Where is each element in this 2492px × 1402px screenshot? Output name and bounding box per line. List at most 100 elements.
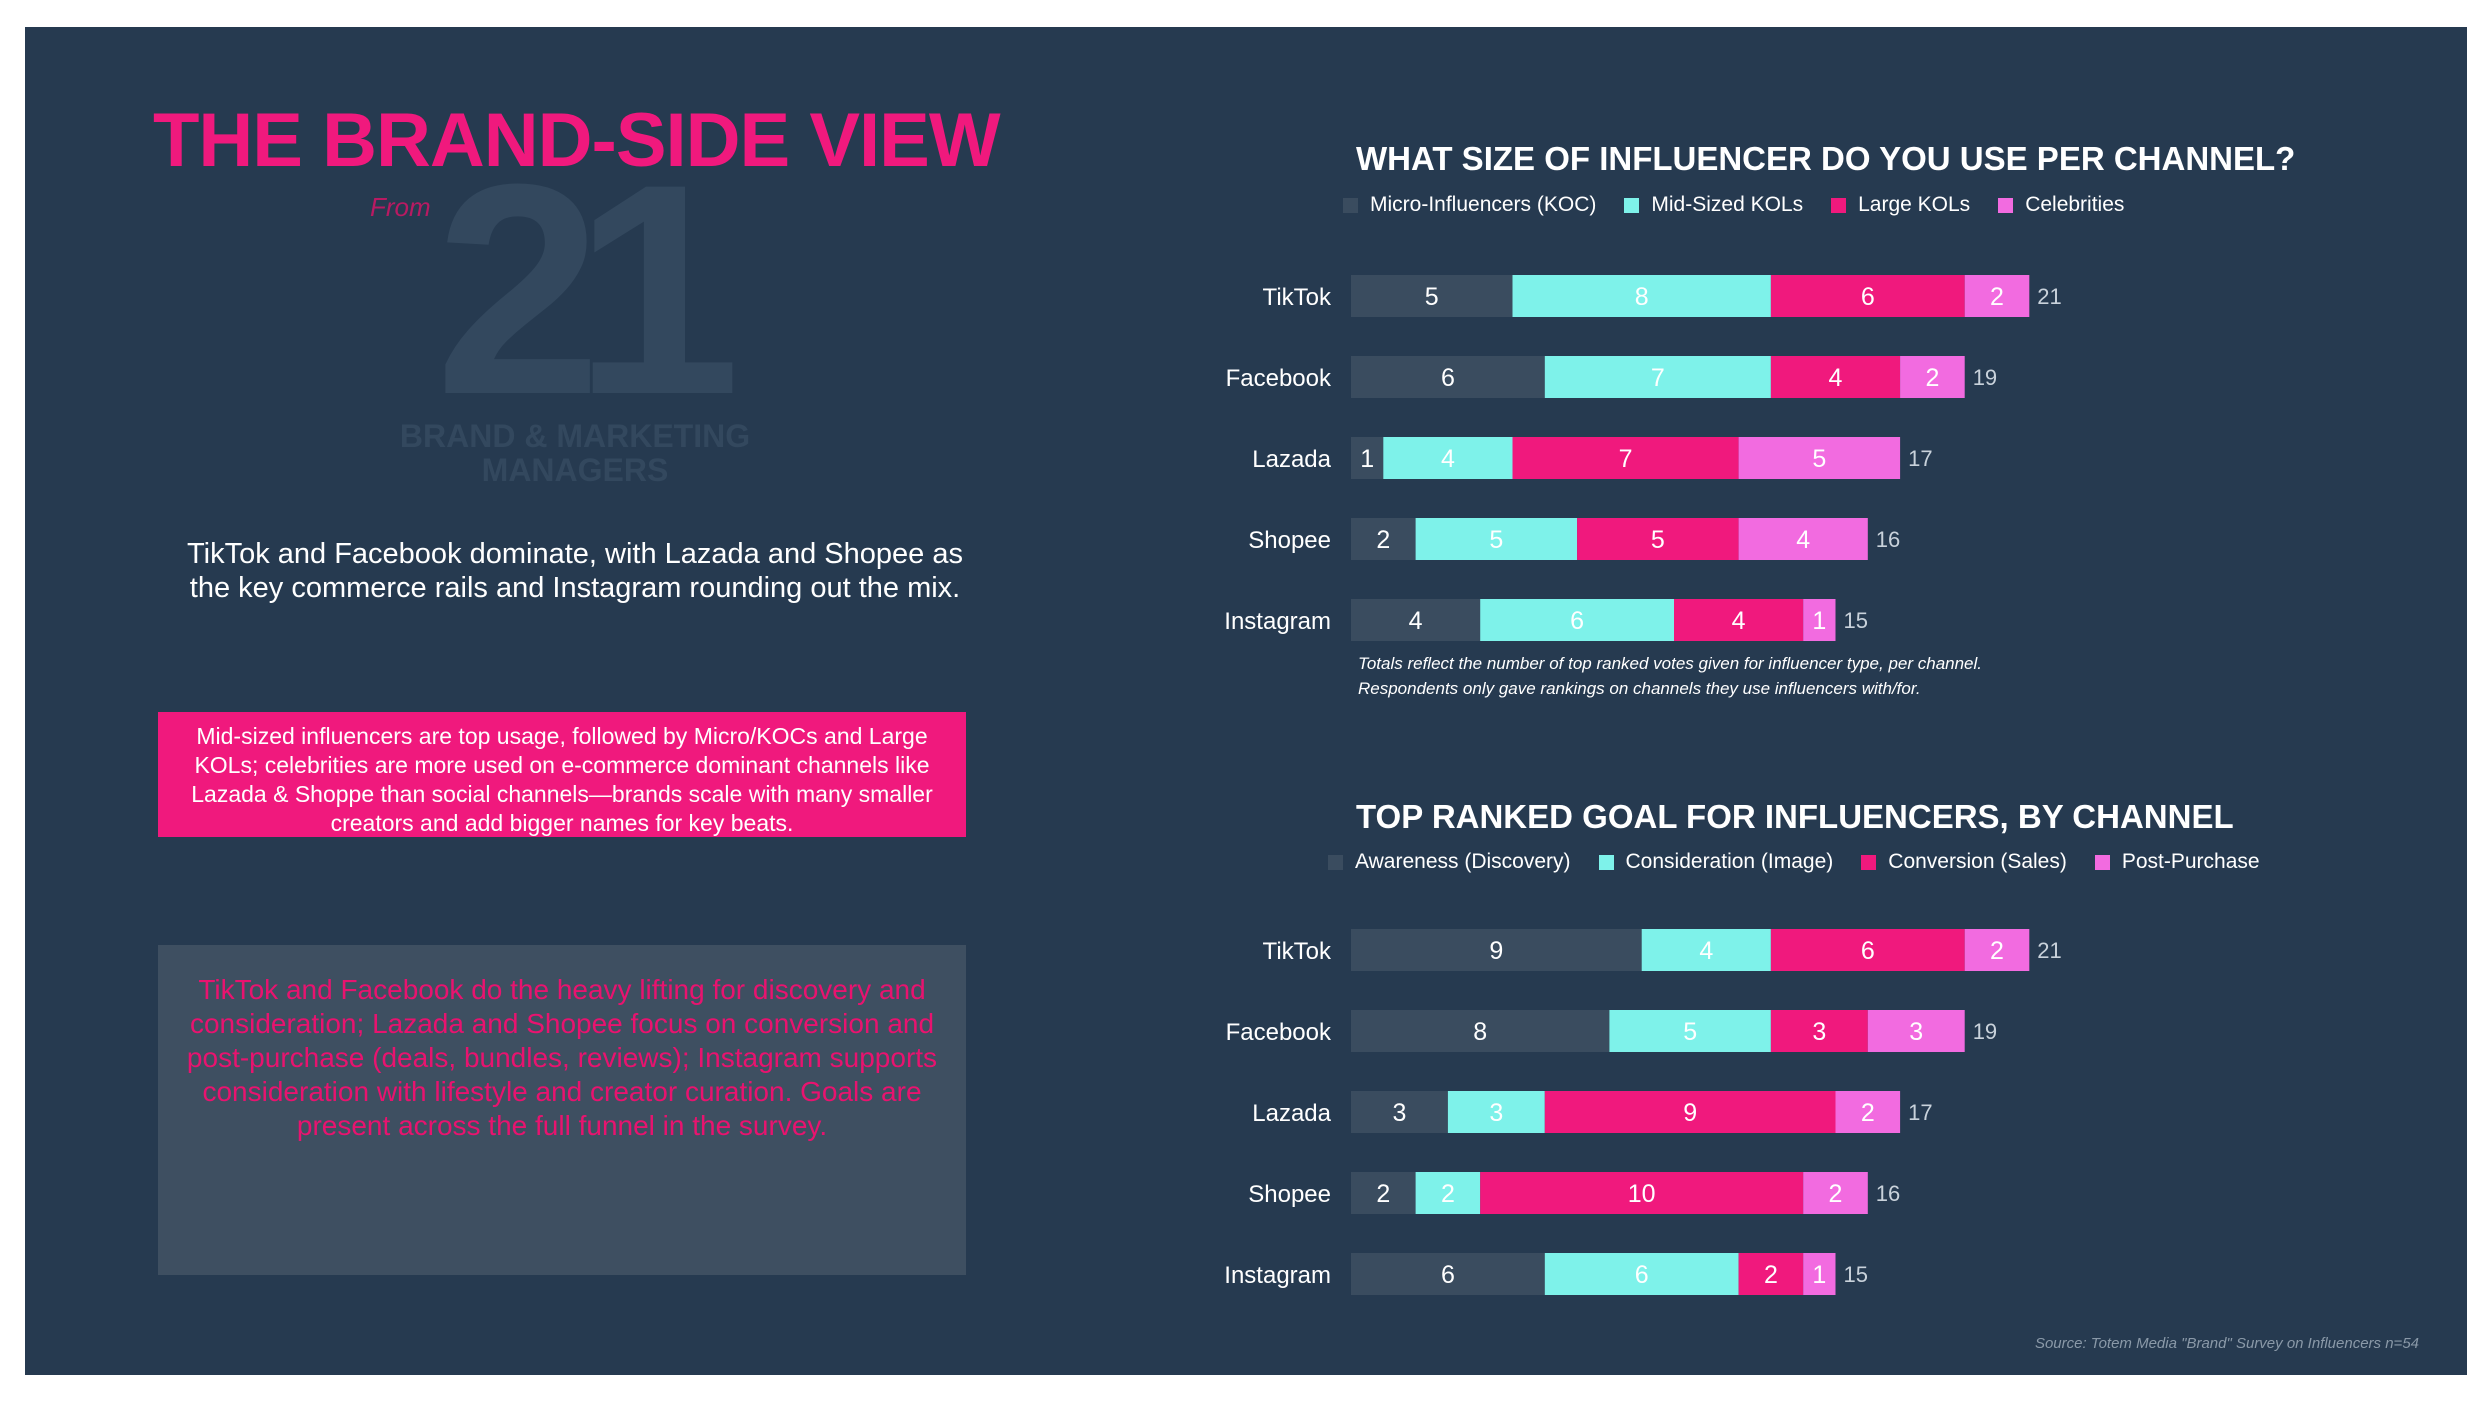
legend-swatch	[1343, 197, 1358, 213]
bar-segment	[1964, 275, 2030, 317]
category-label: TikTok	[1263, 938, 1332, 965]
bar-total-label: 16	[1876, 1181, 1900, 1206]
insight-callout-text: TikTok and Facebook do the heavy lifting…	[186, 974, 938, 1141]
bar-segment	[1351, 1172, 1416, 1214]
bar-segment	[1447, 1091, 1545, 1133]
from-label: From	[370, 192, 431, 222]
legend-label: Awareness (Discovery)	[1355, 850, 1571, 873]
legend-label: Large KOLs	[1858, 193, 1971, 216]
bar-segment	[1770, 929, 1965, 971]
bar-value-label: 6	[1441, 364, 1455, 392]
bar-value-label: 2	[1764, 1261, 1778, 1289]
bar-segment	[1867, 1010, 1965, 1052]
legend-item: Conversion (Sales)	[1861, 850, 2067, 874]
bar-segment	[1415, 518, 1578, 560]
bar-segment	[1512, 275, 1771, 317]
bar-total-label: 21	[2037, 284, 2061, 309]
legend-item: Consideration (Image)	[1598, 850, 1834, 874]
bar-value-label: 6	[1861, 283, 1875, 311]
bar-value-label: 2	[1441, 1180, 1455, 1208]
bar-total-label: 17	[1908, 1100, 1932, 1125]
bar-segment	[1351, 1253, 1545, 1295]
chart1-note: Totals reflect the number of top ranked …	[1358, 651, 1982, 701]
bar-total-label: 15	[1844, 608, 1868, 633]
bar-value-label: 2	[1925, 364, 1939, 392]
legend-swatch	[2094, 854, 2110, 870]
bar-segment	[1351, 356, 1545, 398]
bar-value-label: 4	[1732, 607, 1746, 635]
bar-value-label: 2	[1990, 283, 2004, 311]
legend-item: Large KOLs	[1831, 193, 1970, 217]
bar-value-label: 2	[1861, 1099, 1875, 1127]
bar-total-label: 16	[1876, 527, 1900, 552]
bar-value-label: 1	[1812, 607, 1826, 635]
chart2-title: TOP RANKED GOAL FOR INFLUENCERS, BY CHAN…	[1356, 798, 2234, 835]
bar-value-label: 6	[1570, 607, 1584, 635]
bar-value-label: 4	[1441, 445, 1455, 473]
bar-value-label: 1	[1360, 445, 1374, 473]
source-note: Source: Totem Media "Brand" Survey on In…	[2034, 1335, 2419, 1352]
bar-segment	[1770, 356, 1901, 398]
chart1-note-line2: Respondents only gave rankings on channe…	[1358, 679, 1921, 698]
bar-value-label: 6	[1635, 1261, 1649, 1289]
bar-value-label: 5	[1812, 445, 1826, 473]
bar-segment	[1351, 929, 1642, 971]
legend-label: Mid-Sized KOLs	[1651, 193, 1804, 216]
bar-segment	[1770, 1010, 1868, 1052]
bar-value-label: 3	[1909, 1018, 1923, 1046]
legend-swatch	[1328, 854, 1343, 870]
legend-label: Conversion (Sales)	[1888, 850, 2067, 873]
bar-segment	[1609, 1010, 1771, 1052]
bar-segment	[1803, 1253, 1836, 1295]
bar-segment	[1738, 1253, 1804, 1295]
bar-segment	[1674, 599, 1804, 641]
legend-swatch	[1831, 197, 1847, 213]
bar-segment	[1835, 1091, 1901, 1133]
chart1-title: WHAT SIZE OF INFLUENCER DO YOU USE PER C…	[1356, 140, 2296, 177]
bar-value-label: 6	[1861, 937, 1875, 965]
legend-item: Mid-Sized KOLs	[1624, 193, 1803, 217]
respondent-label-line1: BRAND & MARKETING	[399, 418, 751, 454]
legend-item: Awareness (Discovery)	[1328, 850, 1571, 874]
bar-segment	[1512, 437, 1739, 479]
summary-text: TikTok and Facebook dominate, with Lazad…	[187, 538, 963, 604]
bar-value-label: 2	[1829, 1180, 1843, 1208]
legend-label: Celebrities	[2025, 193, 2125, 216]
legend-label: Consideration (Image)	[1625, 850, 1834, 873]
bar-segment	[1480, 599, 1674, 641]
highlight-callout-text: Mid-sized influencers are top usage, fol…	[191, 723, 933, 836]
page-title: THE BRAND-SIDE VIEW	[153, 98, 1001, 183]
slide: THE BRAND-SIDE VIEW 21 From BRAND & MARK…	[25, 27, 2467, 1375]
insight-callout: TikTok and Facebook do the heavy lifting…	[158, 945, 966, 1275]
bar-segment	[1351, 599, 1481, 641]
bar-value-label: 1	[1812, 1261, 1826, 1289]
bar-value-label: 4	[1829, 364, 1843, 392]
legend-item: Micro-Influencers (KOC)	[1343, 193, 1596, 217]
bar-value-label: 2	[1990, 937, 2004, 965]
bar-segment	[1738, 518, 1868, 560]
highlight-callout: Mid-sized influencers are top usage, fol…	[158, 712, 966, 837]
bar-segment	[1770, 275, 1965, 317]
bar-value-label: 5	[1489, 526, 1503, 554]
bar-segment	[1415, 1172, 1481, 1214]
bar-segment	[1641, 929, 1771, 971]
bar-value-label: 5	[1651, 526, 1665, 554]
bar-value-label: 3	[1489, 1099, 1503, 1127]
bar-segment	[1738, 437, 1901, 479]
bar-value-label: 8	[1473, 1018, 1487, 1046]
bar-total-label: 17	[1908, 446, 1932, 471]
chart1-note-line1: Totals reflect the number of top ranked …	[1358, 654, 1983, 673]
bar-segment	[1351, 1091, 1448, 1133]
respondent-label: BRAND & MARKETING MANAGERS	[365, 419, 785, 487]
bar-value-label: 7	[1619, 445, 1633, 473]
legend-label: Post-Purchase	[2121, 850, 2260, 873]
bar-segment	[1803, 599, 1836, 641]
category-label: TikTok	[1263, 284, 1332, 311]
category-label: Shopee	[1248, 527, 1331, 554]
bar-segment	[1351, 275, 1513, 317]
bar-value-label: 4	[1699, 937, 1713, 965]
bar-value-label: 2	[1376, 1180, 1390, 1208]
category-label: Lazada	[1252, 1100, 1331, 1127]
chart1-legend: Micro-Influencers (KOC) Mid-Sized KOLs Lar…	[1343, 193, 2152, 217]
bar-segment	[1351, 437, 1384, 479]
